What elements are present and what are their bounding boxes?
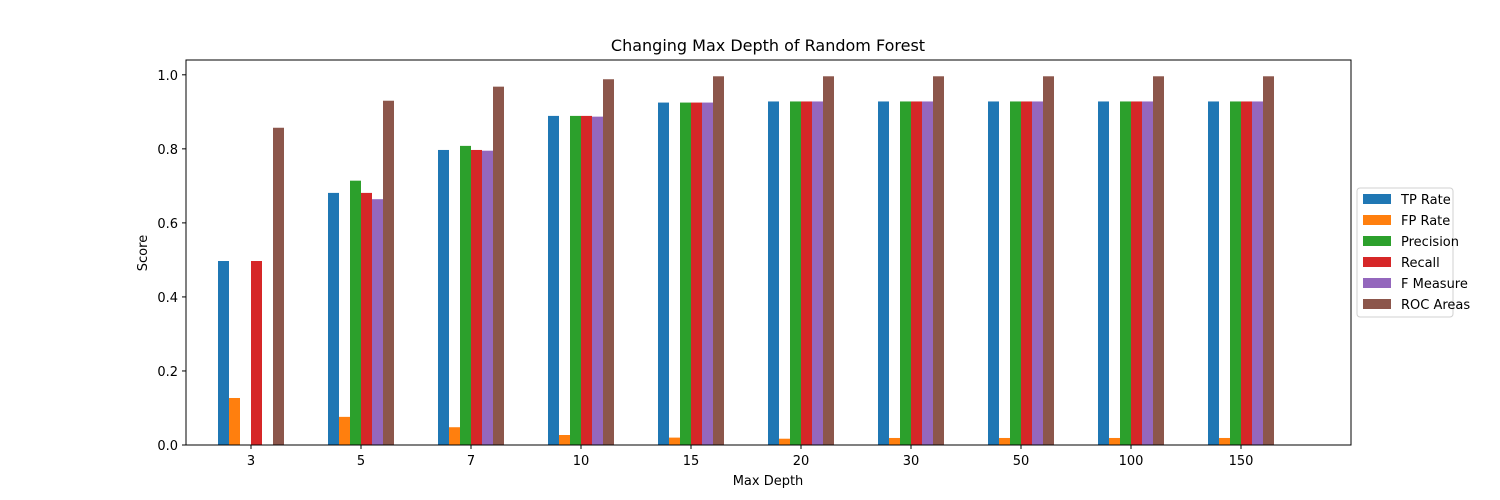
- legend-label-precision: Precision: [1401, 235, 1459, 250]
- bar-roc-areas-10: [603, 79, 614, 445]
- x-tick-label: 20: [793, 454, 810, 469]
- bar-roc-areas-3: [273, 127, 284, 445]
- bar-recall-50: [1021, 101, 1032, 446]
- bar-roc-areas-30: [933, 76, 944, 445]
- bar-tp-rate-150: [1208, 101, 1219, 446]
- bars-layer: [218, 76, 1274, 446]
- bar-fp-rate-100: [1109, 437, 1120, 445]
- bar-recall-7: [471, 149, 482, 445]
- legend-label-tp-rate: TP Rate: [1400, 193, 1451, 208]
- bar-fp-rate-20: [779, 438, 790, 445]
- bar-roc-areas-50: [1043, 76, 1054, 445]
- bar-f-measure-20: [812, 101, 823, 446]
- bar-recall-100: [1131, 101, 1142, 446]
- bar-f-measure-10: [592, 116, 603, 445]
- x-tick-label: 3: [247, 454, 255, 469]
- bar-f-measure-5: [372, 199, 383, 445]
- bar-fp-rate-15: [669, 437, 680, 445]
- bar-tp-rate-10: [548, 115, 559, 446]
- legend-swatch-recall: [1363, 257, 1391, 267]
- y-axis-label: Score: [136, 235, 151, 271]
- x-tick-label: 10: [573, 454, 590, 469]
- bar-precision-5: [350, 180, 361, 445]
- bar-tp-rate-15: [658, 102, 669, 445]
- legend-label-recall: Recall: [1401, 256, 1440, 271]
- y-tick-label: 0.4: [157, 291, 178, 306]
- y-tick-label: 1.0: [157, 69, 178, 84]
- x-tick-label: 15: [683, 454, 700, 469]
- bar-f-measure-50: [1032, 101, 1043, 446]
- bar-precision-50: [1010, 101, 1021, 446]
- bar-f-measure-30: [922, 101, 933, 446]
- ticks-layer: 3 5 7 10 15 20 30 50 100 150 0.0 0.2 0.4 0.6 0.8 1.0: [157, 69, 1253, 469]
- legend-label-f-measure: F Measure: [1401, 277, 1468, 292]
- bar-f-measure-15: [702, 102, 713, 445]
- x-tick-label: 5: [357, 454, 365, 469]
- legend-swatch-f-measure: [1363, 278, 1391, 288]
- bar-fp-rate-5: [339, 416, 350, 445]
- bar-recall-5: [361, 192, 372, 445]
- x-tick-label: 7: [467, 454, 475, 469]
- x-axis-label: Max Depth: [733, 474, 804, 489]
- bar-tp-rate-20: [768, 101, 779, 446]
- y-tick-label: 0.6: [157, 217, 178, 232]
- bar-recall-15: [691, 102, 702, 445]
- bar-f-measure-7: [482, 150, 493, 445]
- x-tick-label: 150: [1229, 454, 1254, 469]
- bar-fp-rate-150: [1219, 437, 1230, 445]
- bar-recall-20: [801, 101, 812, 446]
- bar-f-measure-150: [1252, 101, 1263, 446]
- bar-precision-100: [1120, 101, 1131, 446]
- plot-frame: [185, 59, 1352, 446]
- bar-precision-7: [460, 145, 471, 445]
- bar-fp-rate-3: [229, 397, 240, 445]
- bar-recall-3: [251, 261, 262, 445]
- x-tick-label: 100: [1119, 454, 1144, 469]
- bar-fp-rate-50: [999, 437, 1010, 445]
- bar-precision-150: [1230, 101, 1241, 446]
- bar-precision-30: [900, 101, 911, 446]
- bar-roc-areas-100: [1153, 76, 1164, 445]
- legend-swatch-precision: [1363, 236, 1391, 246]
- bar-tp-rate-100: [1098, 101, 1109, 446]
- bar-fp-rate-7: [449, 427, 460, 445]
- bar-precision-20: [790, 101, 801, 446]
- bar-roc-areas-15: [713, 76, 724, 445]
- y-tick-label: 0.8: [157, 143, 178, 158]
- chart-title: Changing Max Depth of Random Forest: [611, 36, 925, 55]
- bar-precision-15: [680, 102, 691, 445]
- bar-tp-rate-7: [438, 149, 449, 445]
- bar-roc-areas-7: [493, 86, 504, 446]
- legend-label-fp-rate: FP Rate: [1401, 214, 1450, 229]
- bar-fp-rate-10: [559, 435, 570, 445]
- bar-f-measure-100: [1142, 101, 1153, 446]
- bar-tp-rate-5: [328, 192, 339, 445]
- legend-label-roc-areas: ROC Areas: [1401, 298, 1470, 313]
- bar-precision-10: [570, 115, 581, 446]
- legend-swatch-tp-rate: [1363, 194, 1391, 204]
- legend: TP Rate FP Rate Precision Recall F Measure RO…: [1356, 187, 1470, 318]
- bar-tp-rate-30: [878, 101, 889, 446]
- bar-roc-areas-5: [383, 100, 394, 445]
- bar-recall-150: [1241, 101, 1252, 446]
- y-tick-label: 0.0: [157, 439, 178, 454]
- x-tick-label: 30: [903, 454, 920, 469]
- bar-recall-10: [581, 115, 592, 446]
- bar-recall-30: [911, 101, 922, 446]
- bar-tp-rate-3: [218, 261, 229, 445]
- y-tick-label: 0.2: [157, 365, 178, 380]
- bar-fp-rate-30: [889, 437, 900, 445]
- bar-roc-areas-20: [823, 76, 834, 445]
- legend-swatch-fp-rate: [1363, 215, 1391, 225]
- legend-swatch-roc-areas: [1363, 299, 1391, 309]
- x-tick-label: 50: [1013, 454, 1030, 469]
- bar-tp-rate-50: [988, 101, 999, 446]
- bar-roc-areas-150: [1263, 76, 1274, 445]
